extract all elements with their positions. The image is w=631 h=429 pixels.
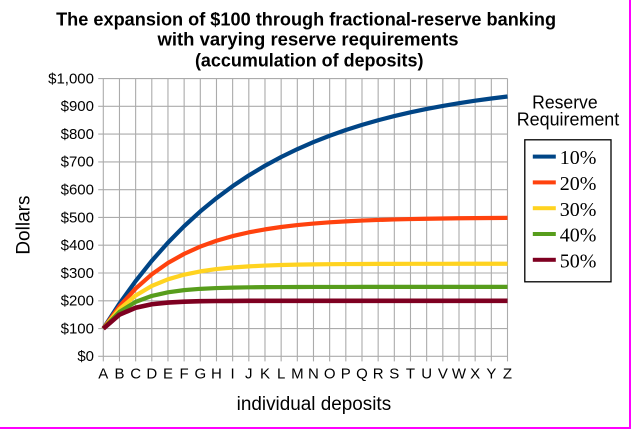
svg-text:20%: 20% [560, 173, 597, 195]
svg-text:Z: Z [503, 365, 512, 382]
svg-text:V: V [438, 365, 448, 382]
svg-text:30%: 30% [560, 199, 597, 221]
svg-text:X: X [470, 365, 480, 382]
svg-text:I: I [231, 365, 235, 382]
svg-text:$200: $200 [61, 293, 94, 310]
svg-text:(accumulation of deposits): (accumulation of deposits) [195, 51, 424, 71]
svg-text:$600: $600 [61, 181, 94, 198]
svg-text:$700: $700 [61, 154, 94, 171]
svg-text:$300: $300 [61, 265, 94, 282]
svg-text:O: O [324, 365, 336, 382]
svg-text:G: G [194, 365, 206, 382]
svg-text:The expansion of $100 through: The expansion of $100 through fractional… [56, 10, 556, 30]
svg-text:$1,000: $1,000 [48, 70, 94, 87]
svg-text:A: A [98, 365, 108, 382]
svg-text:S: S [389, 365, 399, 382]
svg-text:Requirement: Requirement [517, 110, 620, 130]
svg-text:N: N [308, 365, 319, 382]
svg-text:$900: $900 [61, 98, 94, 115]
svg-text:P: P [341, 365, 351, 382]
svg-text:Q: Q [356, 365, 368, 382]
svg-text:individual deposits: individual deposits [237, 394, 392, 415]
svg-text:B: B [114, 365, 124, 382]
svg-text:Reserve: Reserve [532, 93, 598, 113]
svg-text:10%: 10% [560, 147, 597, 169]
svg-text:$500: $500 [61, 209, 94, 226]
svg-text:W: W [452, 365, 467, 382]
svg-text:40%: 40% [560, 225, 597, 247]
svg-text:$400: $400 [61, 237, 94, 254]
svg-text:$100: $100 [61, 320, 94, 337]
svg-text:$0: $0 [77, 348, 94, 365]
svg-text:Dollars: Dollars [13, 196, 34, 255]
svg-text:M: M [291, 365, 304, 382]
svg-text:R: R [373, 365, 384, 382]
svg-text:$800: $800 [61, 126, 94, 143]
svg-text:with varying reserve requireme: with varying reserve requirements [156, 30, 458, 50]
svg-text:T: T [406, 365, 415, 382]
svg-text:C: C [130, 365, 141, 382]
svg-text:F: F [180, 365, 189, 382]
svg-text:D: D [146, 365, 157, 382]
svg-text:K: K [260, 365, 270, 382]
svg-text:E: E [163, 365, 173, 382]
svg-text:H: H [211, 365, 222, 382]
svg-text:J: J [245, 365, 253, 382]
svg-text:L: L [277, 365, 285, 382]
svg-text:U: U [421, 365, 432, 382]
svg-text:Y: Y [486, 365, 496, 382]
svg-text:50%: 50% [560, 250, 597, 272]
